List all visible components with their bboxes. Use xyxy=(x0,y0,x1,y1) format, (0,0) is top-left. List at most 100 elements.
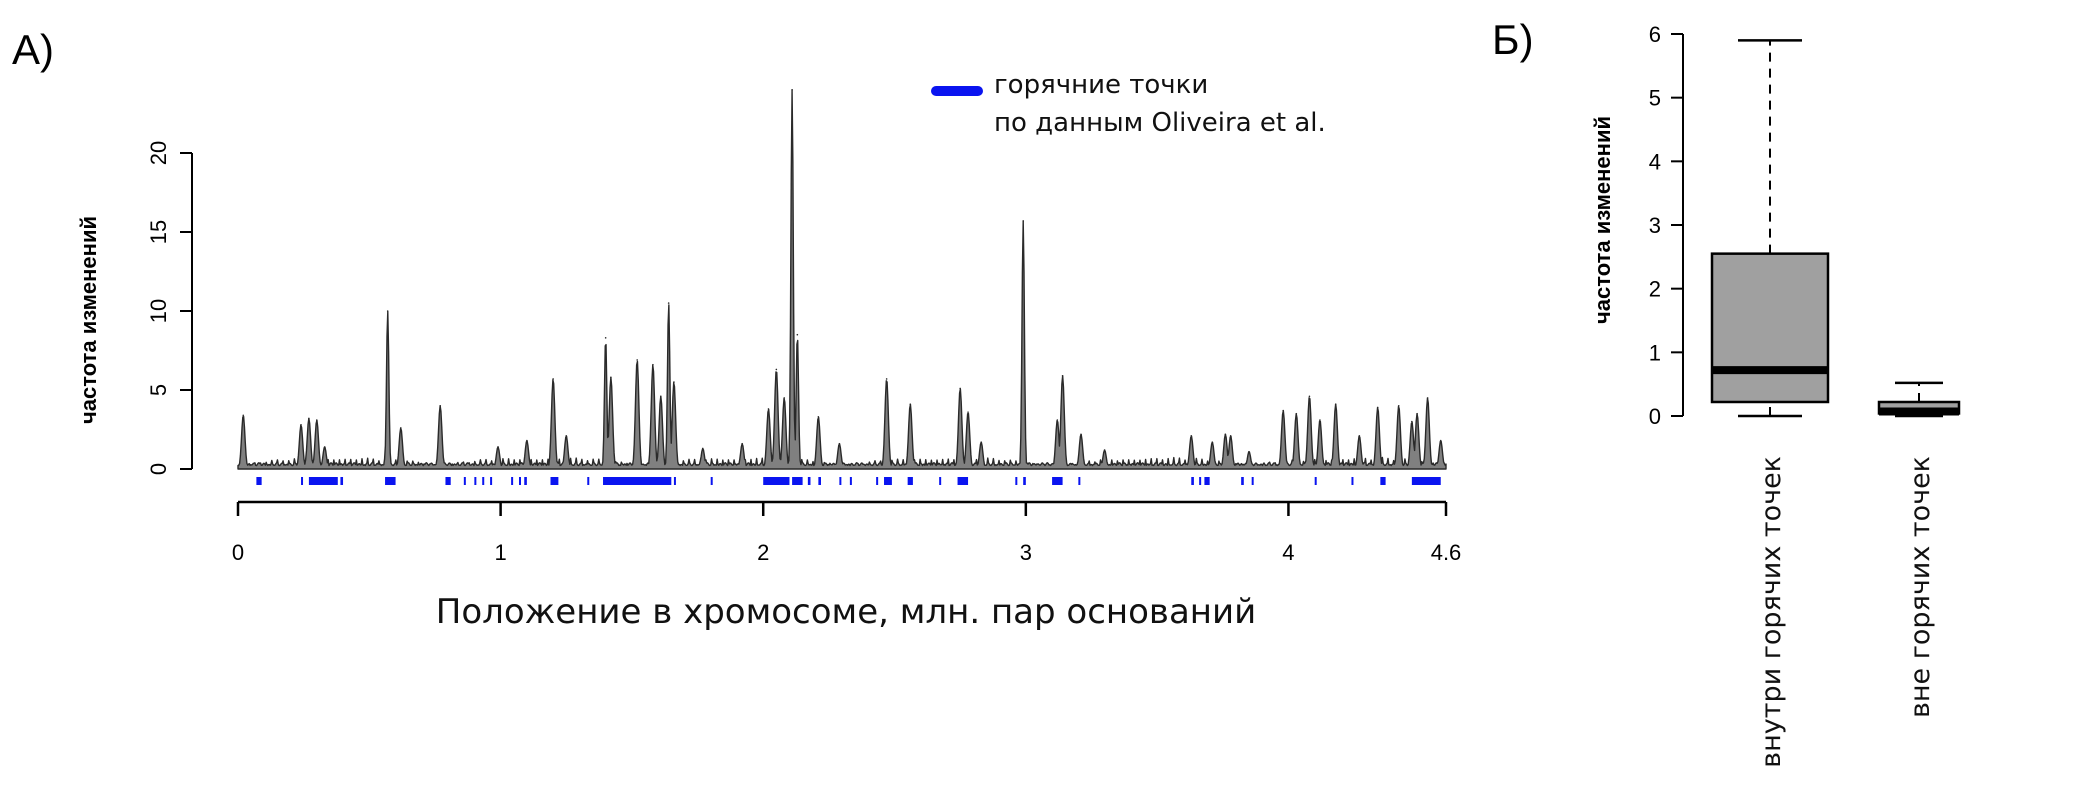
category-label-wrap: внутри горячих точек xyxy=(1756,456,1787,768)
panel-b-y-tick-label: 4 xyxy=(1649,149,1661,174)
hotspot-segment xyxy=(939,477,942,485)
peak-point xyxy=(967,411,969,413)
peak-point xyxy=(1229,435,1232,437)
category-label: вне горячих точек xyxy=(1905,456,1936,718)
panel-b-y-axis-title-wrap: частота изменений xyxy=(1590,116,1615,324)
peak-point xyxy=(775,368,778,371)
panel-b-y-tick-label: 5 xyxy=(1649,86,1661,111)
category-label: внутри горячих точек xyxy=(1756,456,1787,768)
panel-a-plot-area xyxy=(237,89,1447,470)
panel-a-x-tick-label: 3 xyxy=(1020,540,1032,565)
hotspot-segment xyxy=(463,477,466,485)
mutation-frequency-area xyxy=(237,89,1447,470)
peak-point xyxy=(702,447,704,450)
peak-point xyxy=(526,439,528,442)
hotspot-segment xyxy=(849,477,852,485)
hotspot-segment xyxy=(876,477,879,485)
peak-point xyxy=(1080,433,1082,436)
category-label-wrap: вне горячих точек xyxy=(1905,456,1936,718)
peak-point xyxy=(660,395,662,398)
hotspot-segment xyxy=(524,477,527,485)
peak-point xyxy=(1334,403,1337,406)
hotspot-segment xyxy=(1191,477,1194,485)
panel-a-y-tick-label-wrap: 20 xyxy=(146,141,171,165)
panel-b-y-tick-label: 2 xyxy=(1649,277,1661,302)
peak-point xyxy=(673,381,675,383)
peak-point xyxy=(885,378,888,380)
panel-b-y-axis-title: частота изменений xyxy=(1590,116,1615,324)
panel-a-x-tick-label: 4 xyxy=(1282,540,1294,565)
peak-point xyxy=(610,376,612,379)
panel-a-y-tick-label: 10 xyxy=(146,299,171,323)
peak-point xyxy=(497,446,499,448)
hotspot-segment xyxy=(1380,477,1386,485)
hotspot-segment xyxy=(884,477,892,485)
peak-point xyxy=(315,419,318,421)
peak-point xyxy=(552,378,554,380)
panel-b-label: Б) xyxy=(1492,16,1534,63)
panel-a-y-tick-label-wrap: 10 xyxy=(146,299,171,323)
peak-point xyxy=(300,423,302,426)
hotspot-segment xyxy=(1199,477,1202,485)
hotspot-segment xyxy=(673,477,676,485)
peak-point xyxy=(838,442,841,445)
hotspot-segment xyxy=(807,477,811,485)
panel-b-y-tick-label: 0 xyxy=(1649,404,1661,429)
panel-b-boxes xyxy=(1710,39,1961,418)
panel-a-y-axis: 0 5 10 15 20 xyxy=(146,141,193,475)
hotspot-segment xyxy=(1023,477,1026,485)
peak-point xyxy=(1358,435,1361,437)
peak-point xyxy=(791,89,793,91)
hotspot-segment xyxy=(1204,477,1210,485)
hotspot-segment xyxy=(340,477,344,485)
peak-point xyxy=(1319,419,1321,421)
hotspot-segment xyxy=(1314,477,1317,485)
peak-point xyxy=(741,442,744,445)
hotspot-segment xyxy=(385,477,396,485)
hotspot-segment xyxy=(550,477,559,485)
hotspot-segment xyxy=(474,477,477,485)
peak-point xyxy=(323,446,326,448)
panel-a-y-axis-title: частота изменений xyxy=(76,216,101,424)
hotspot-segment xyxy=(763,477,790,485)
hotspot-strip xyxy=(256,477,1441,485)
hotspot-segment xyxy=(603,477,672,485)
panel-b-y-axis: 0 1 2 3 4 5 6 xyxy=(1649,22,1684,429)
panel-a-y-tick-label: 20 xyxy=(146,141,171,165)
hotspot-segment xyxy=(445,477,451,485)
box-iqr xyxy=(1710,252,1830,404)
panel-a-x-axis-title: Положение в хромосоме, млн. пар основани… xyxy=(436,592,1256,632)
peak-point xyxy=(1376,406,1379,409)
panel-b-y-tick-label: 1 xyxy=(1649,340,1661,365)
hotspot-segment xyxy=(511,477,514,485)
peak-point xyxy=(1411,420,1413,423)
hotspot-segment xyxy=(1251,477,1254,485)
panel-a-y-tick-label-wrap: 5 xyxy=(146,384,171,396)
peak-point xyxy=(1224,433,1227,436)
hotspot-segment xyxy=(792,477,803,485)
peak-point xyxy=(1439,439,1442,442)
panel-b-y-tick-label: 6 xyxy=(1649,22,1661,47)
panel-a-x-tick-label: 4.6 xyxy=(1431,540,1462,565)
hotspot-segment xyxy=(957,477,969,485)
peak-point xyxy=(959,387,961,390)
hotspot-segment xyxy=(1241,477,1244,485)
legend: горячние точки по данным Oliveira et al. xyxy=(931,70,1326,138)
hotspot-segment xyxy=(490,477,493,485)
peak-point xyxy=(796,333,799,336)
hotspot-segment xyxy=(482,477,485,485)
panel-a-x-axis: 0 1 2 3 4 4.6 xyxy=(232,500,1462,565)
panel-a-x-tick-label: 0 xyxy=(232,540,244,565)
panel-a-y-tick-label: 15 xyxy=(146,220,171,244)
peak-point xyxy=(1211,441,1214,443)
peak-point xyxy=(1248,450,1250,453)
panel-a-x-tick-label: 1 xyxy=(494,540,506,565)
peak-point xyxy=(1061,374,1064,377)
panel-a-x-tick-label: 2 xyxy=(757,540,769,565)
panel-b-category-labels: внутри горячих точек вне горячих точек xyxy=(1756,456,1936,768)
panel-a-y-tick-label: 5 xyxy=(146,384,171,396)
boxplot-1 xyxy=(1710,39,1830,418)
peak-point xyxy=(667,302,670,304)
panel-a-y-axis-title-wrap: частота изменений xyxy=(76,216,101,424)
